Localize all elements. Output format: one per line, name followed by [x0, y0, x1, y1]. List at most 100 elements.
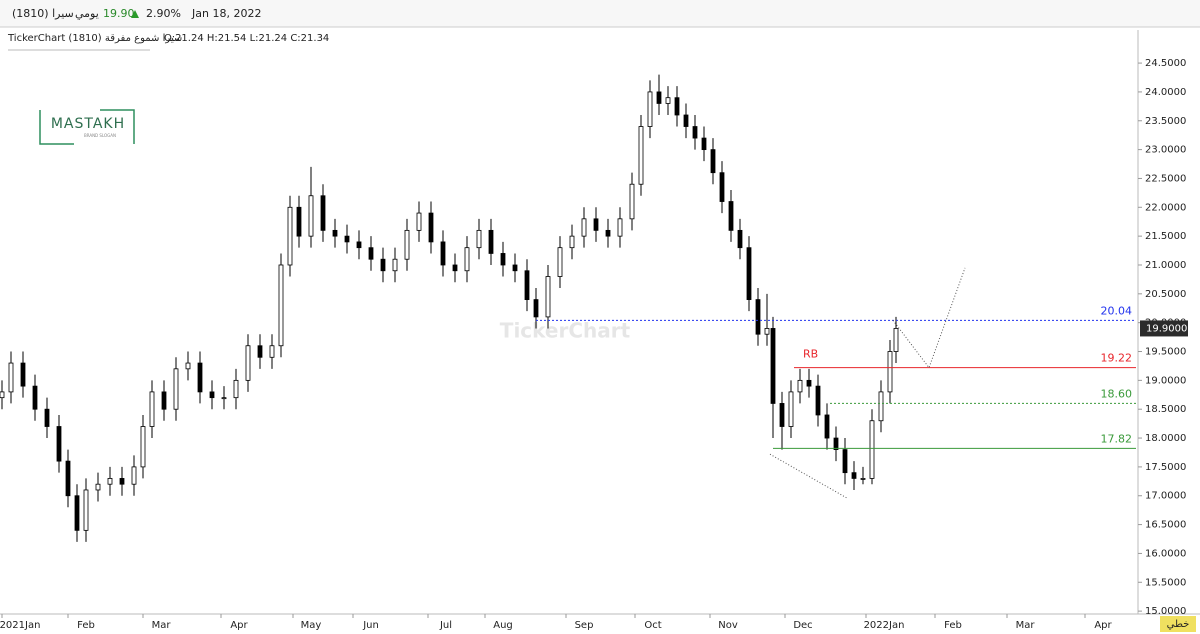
- candle-body: [452, 264, 458, 272]
- scale-type: خطي: [1167, 619, 1190, 630]
- x-tick-label: Jun: [362, 620, 379, 631]
- candle-body: [209, 391, 215, 399]
- candle-body: [488, 229, 494, 254]
- candle-body: [860, 478, 866, 480]
- plot: 15.0000 15.5000 16.0000 16.5000 17.0000 17.50…: [0, 58, 1188, 631]
- y-tick-label: 24.5000: [1145, 58, 1186, 69]
- y-tick-label: 18.5000: [1145, 404, 1186, 415]
- candle-body: [569, 235, 575, 249]
- candle-body: [638, 126, 644, 185]
- last-price-label: 19.9000: [1146, 323, 1187, 334]
- candle-body: [278, 264, 284, 347]
- y-tick-label: 23.5000: [1145, 116, 1186, 127]
- candle-body: [245, 345, 251, 381]
- symbol: سيرا (1810): [12, 7, 74, 20]
- candle-body: [545, 276, 551, 318]
- x-tick-label: Apr: [1094, 620, 1112, 631]
- candle-body: [605, 229, 611, 237]
- candle-body: [524, 270, 530, 300]
- candle-body: [221, 397, 227, 400]
- y-tick-label: 23.0000: [1145, 145, 1186, 156]
- candle-body: [380, 258, 386, 272]
- y-tick-label: 15.0000: [1145, 606, 1186, 617]
- candle-body: [779, 403, 785, 427]
- candle-body: [833, 437, 839, 450]
- candle-body: [764, 328, 770, 335]
- x-tick-label: 2022Jan: [864, 620, 905, 631]
- level-label: 17.82: [1101, 432, 1133, 445]
- candle-body: [197, 362, 203, 393]
- x-tick-label: Mar: [152, 620, 172, 631]
- y-tick-label: 19.5000: [1145, 347, 1186, 358]
- candle-body: [269, 345, 275, 358]
- candle-body: [8, 362, 14, 393]
- candle-body: [185, 362, 191, 370]
- candle-body: [797, 379, 803, 393]
- candle-body: [119, 478, 125, 485]
- x-tick-label: Feb: [77, 620, 95, 631]
- candle-body: [320, 195, 326, 231]
- date: Jan 18, 2022: [191, 7, 261, 20]
- x-tick-label: Jul: [439, 620, 452, 631]
- candle-body: [0, 391, 5, 399]
- level-label: 18.60: [1101, 387, 1133, 400]
- candle-body: [788, 391, 794, 427]
- y-tick-label: 22.5000: [1145, 173, 1186, 184]
- candle-body: [815, 385, 821, 416]
- candle-body: [308, 195, 314, 237]
- y-tick-label: 16.0000: [1145, 548, 1186, 559]
- candle-body: [95, 483, 101, 491]
- y-tick-label: 16.5000: [1145, 520, 1186, 531]
- candle-body: [512, 264, 518, 272]
- candle-body: [656, 91, 662, 104]
- candle-body: [557, 247, 563, 277]
- last: 19.90: [103, 7, 135, 20]
- candle-body: [74, 495, 80, 531]
- candle-body: [878, 391, 884, 422]
- candle-body: [44, 408, 50, 427]
- x-tick-label: Apr: [230, 620, 248, 631]
- candle-body: [500, 253, 506, 266]
- candle-body: [296, 206, 302, 237]
- candle-body: [665, 97, 671, 104]
- last-price-box: [1140, 320, 1188, 337]
- candle-body: [173, 368, 179, 410]
- candle-body: [581, 218, 587, 237]
- y-tick-label: 21.0000: [1145, 260, 1186, 271]
- candle-body: [674, 97, 680, 116]
- candle-body: [368, 247, 374, 260]
- candle-body: [647, 91, 653, 127]
- level-label: 20.04: [1101, 304, 1133, 317]
- candle-body: [287, 206, 293, 266]
- candle-body: [464, 247, 470, 272]
- candle-body: [737, 229, 743, 249]
- x-tick-label: Nov: [718, 620, 738, 631]
- candle-body: [65, 460, 71, 497]
- x-tick-label: 2021Jan: [0, 620, 40, 631]
- change: 2.90%: [146, 7, 181, 20]
- annotation: RB: [803, 347, 818, 360]
- candle-body: [710, 149, 716, 174]
- candle-body: [476, 229, 482, 249]
- y-tick-label: 19.0000: [1145, 375, 1186, 386]
- candle-body: [233, 379, 239, 399]
- x-tick-label: Aug: [493, 620, 513, 631]
- candle-body: [440, 241, 446, 266]
- y-tick-label: 18.0000: [1145, 433, 1186, 444]
- candle-body: [107, 478, 113, 485]
- logo-slogan: BRAND SLOGAN: [84, 133, 116, 138]
- candle-body: [842, 449, 848, 474]
- candle-body: [746, 247, 752, 300]
- chart-info: TickerChart (1810) سيرا شموع مفرقة: [7, 33, 182, 44]
- logo-frame: [100, 109, 135, 144]
- candle-body: [32, 385, 38, 410]
- scale-type-box: [1160, 616, 1196, 632]
- logo: MASTAKH BRAND SLOGAN: [39, 109, 135, 145]
- candle-body: [887, 351, 893, 393]
- candle-body: [533, 299, 539, 318]
- candle-body: [332, 229, 338, 237]
- candle-body: [851, 472, 857, 479]
- y-tick-label: 17.0000: [1145, 491, 1186, 502]
